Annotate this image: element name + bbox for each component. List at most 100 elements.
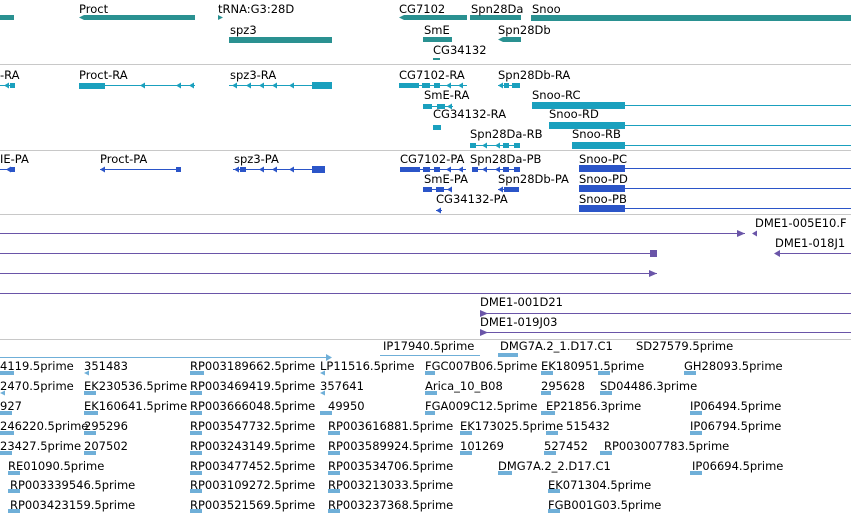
transcript-label-spz3-ra[interactable]: spz3-RA <box>230 68 277 82</box>
protein-label-cg34132-pa[interactable]: CG34132-PA <box>436 192 508 206</box>
gene-glyph-trna <box>218 15 223 20</box>
est-label[interactable]: EK160641.5prime <box>84 399 188 413</box>
est-label[interactable]: RP003423159.5prime <box>10 498 136 512</box>
gene-glyph-proct <box>79 15 195 20</box>
est-label[interactable]: 295296 <box>84 419 128 433</box>
transcript-label-snoo-rd[interactable]: Snoo-RD <box>549 107 599 121</box>
protein-label-snoo-pb[interactable]: Snoo-PB <box>579 192 627 206</box>
gene-label-trna[interactable]: tRNA:G3:28D <box>218 2 295 16</box>
est-label[interactable]: 2470.5prime <box>0 379 74 393</box>
est-label[interactable]: RP003521569.5prime <box>190 498 316 512</box>
est-label[interactable]: RP003666048.5prime <box>190 399 316 413</box>
protein-label-snoo-pc[interactable]: Snoo-PC <box>579 152 627 166</box>
est-label[interactable]: RP003007783.5prime <box>604 439 730 453</box>
cdna-label-dme1-001d21[interactable]: DME1-001D21 <box>480 295 563 309</box>
transcript-label-spn28db-ra[interactable]: Spn28Db-RA <box>498 68 571 82</box>
est-track: IP17940.5prime DMG7A.2_1.D17.C1 SD27579.… <box>0 340 851 522</box>
protein-label-proct-pa[interactable]: Proct-PA <box>100 152 148 166</box>
protein-label-snoo-pd[interactable]: Snoo-PD <box>579 172 628 186</box>
est-label[interactable]: 515432 <box>566 419 610 433</box>
est-label[interactable]: DMG7A.2_2.D17.C1 <box>498 459 611 473</box>
gene-glyph-spn28da <box>470 15 521 20</box>
est-label[interactable]: SD27579.5prime <box>636 339 734 353</box>
est-label[interactable]: RP003469419.5prime <box>190 379 316 393</box>
est-label[interactable]: RP003547732.5prime <box>190 419 316 433</box>
est-label[interactable]: IP06794.5prime <box>690 419 782 433</box>
transcript-label-snoo-rc[interactable]: Snoo-RC <box>532 88 581 102</box>
track-separator <box>0 339 851 340</box>
est-label[interactable]: GH28093.5prime <box>684 359 783 373</box>
transcript-label-spn28da-rb[interactable]: Spn28Da-RB <box>470 127 543 141</box>
gene-label-spz3[interactable]: spz3 <box>230 23 257 37</box>
gene-label-cg7102[interactable]: CG7102 <box>399 2 446 16</box>
est-label[interactable]: RP003109272.5prime <box>190 478 316 492</box>
est-label[interactable]: EK071304.5prime <box>548 478 652 492</box>
est-label[interactable]: RP003616881.5prime <box>328 419 454 433</box>
est-label[interactable]: 351483 <box>84 359 128 373</box>
gene-label-spn28da[interactable]: Spn28Da <box>471 2 524 16</box>
gene-label-cg34132[interactable]: CG34132 <box>433 43 487 57</box>
est-label[interactable]: FGB001G03.5prime <box>548 498 662 512</box>
track-separator <box>0 150 851 151</box>
protein-label-spz3-pa[interactable]: spz3-PA <box>234 152 279 166</box>
protein-label-ie-pa[interactable]: IE-PA <box>0 152 29 166</box>
est-label[interactable]: 23427.5prime <box>0 439 82 453</box>
transcript-label-left-ra[interactable]: -RA <box>0 68 20 82</box>
est-label[interactable]: FGC007B06.5prime <box>425 359 538 373</box>
protein-label-sme-pa[interactable]: SmE-PA <box>424 172 468 186</box>
est-label[interactable]: IP17940.5prime <box>383 339 475 353</box>
est-label[interactable]: 246220.5prime <box>0 419 89 433</box>
est-label[interactable]: RP003589924.5prime <box>328 439 454 453</box>
est-label[interactable]: EP21856.3prime <box>546 399 642 413</box>
gene-glyphs <box>0 15 851 60</box>
protein-label-spn28db-pa[interactable]: Spn28Db-PA <box>498 172 569 186</box>
transcript-label-cg7102-ra[interactable]: CG7102-RA <box>399 68 465 82</box>
protein-label-spn28da-pb[interactable]: Spn28Da-PB <box>470 152 542 166</box>
est-label[interactable]: RP003477452.5prime <box>190 459 316 473</box>
est-label[interactable]: RP003243149.5prime <box>190 439 316 453</box>
est-label[interactable]: RP003213033.5prime <box>328 478 454 492</box>
est-label[interactable]: IP06494.5prime <box>690 399 782 413</box>
transcript-label-sme-ra[interactable]: SmE-RA <box>424 88 470 102</box>
track-separator <box>0 64 851 65</box>
est-label[interactable]: RP003534706.5prime <box>328 459 454 473</box>
est-label[interactable]: IP06694.5prime <box>692 459 784 473</box>
gene-glyph-left-edge <box>0 15 14 20</box>
est-label[interactable]: EK173025.5prime <box>460 419 564 433</box>
gene-track: Proct tRNA:G3:28D spz3 CG7102 Spn28Da Sn… <box>0 0 851 60</box>
est-label[interactable]: DMG7A.2_1.D17.C1 <box>500 339 613 353</box>
est-label[interactable]: 207502 <box>84 439 128 453</box>
gene-label-spn28db[interactable]: Spn28Db <box>498 23 551 37</box>
est-label[interactable]: 101269 <box>460 439 504 453</box>
est-label[interactable]: 527452 <box>544 439 588 453</box>
est-label[interactable]: 357641 <box>320 379 364 393</box>
est-label[interactable]: RP003189662.5prime <box>190 359 316 373</box>
est-label[interactable]: LP11516.5prime <box>320 359 415 373</box>
est-label[interactable]: Arica_10_B08 <box>425 379 503 393</box>
gene-glyph-spn28db <box>498 37 521 42</box>
transcript-label-snoo-rb[interactable]: Snoo-RB <box>572 127 621 141</box>
cdna-label-dme1-019j03[interactable]: DME1-019J03 <box>480 315 558 329</box>
transcript-label-proct-ra[interactable]: Proct-RA <box>79 68 128 82</box>
gene-glyph-cg7102 <box>399 15 467 20</box>
est-label[interactable]: RE01090.5prime <box>8 459 105 473</box>
cdna-label-dme1-005e10[interactable]: DME1-005E10.F <box>755 216 847 230</box>
est-label[interactable]: 295628 <box>541 379 585 393</box>
est-label[interactable]: RP003339546.5prime <box>10 478 136 492</box>
cdna-label-dme1-018j1[interactable]: DME1-018J1 <box>775 236 846 250</box>
protein-label-cg7102-pa[interactable]: CG7102-PA <box>400 152 465 166</box>
transcript-label-cg34132-ra[interactable]: CG34132-RA <box>433 107 507 121</box>
gene-label-snoo[interactable]: Snoo <box>532 2 561 16</box>
est-label[interactable]: 4119.5prime <box>0 359 74 373</box>
est-label[interactable]: RP003237368.5prime <box>328 498 454 512</box>
gene-label-sme[interactable]: SmE <box>424 23 450 37</box>
gene-label-proct[interactable]: Proct <box>79 2 109 16</box>
est-label[interactable]: 927 <box>0 399 22 413</box>
est-label[interactable]: EK180951.5prime <box>541 359 645 373</box>
est-label[interactable]: EK230536.5prime <box>84 379 188 393</box>
est-label[interactable]: SD04486.3prime <box>600 379 698 393</box>
gene-glyph-sme <box>423 37 452 42</box>
est-label[interactable]: 49950 <box>328 399 365 413</box>
est-label[interactable]: FGA009C12.5prime <box>425 399 538 413</box>
